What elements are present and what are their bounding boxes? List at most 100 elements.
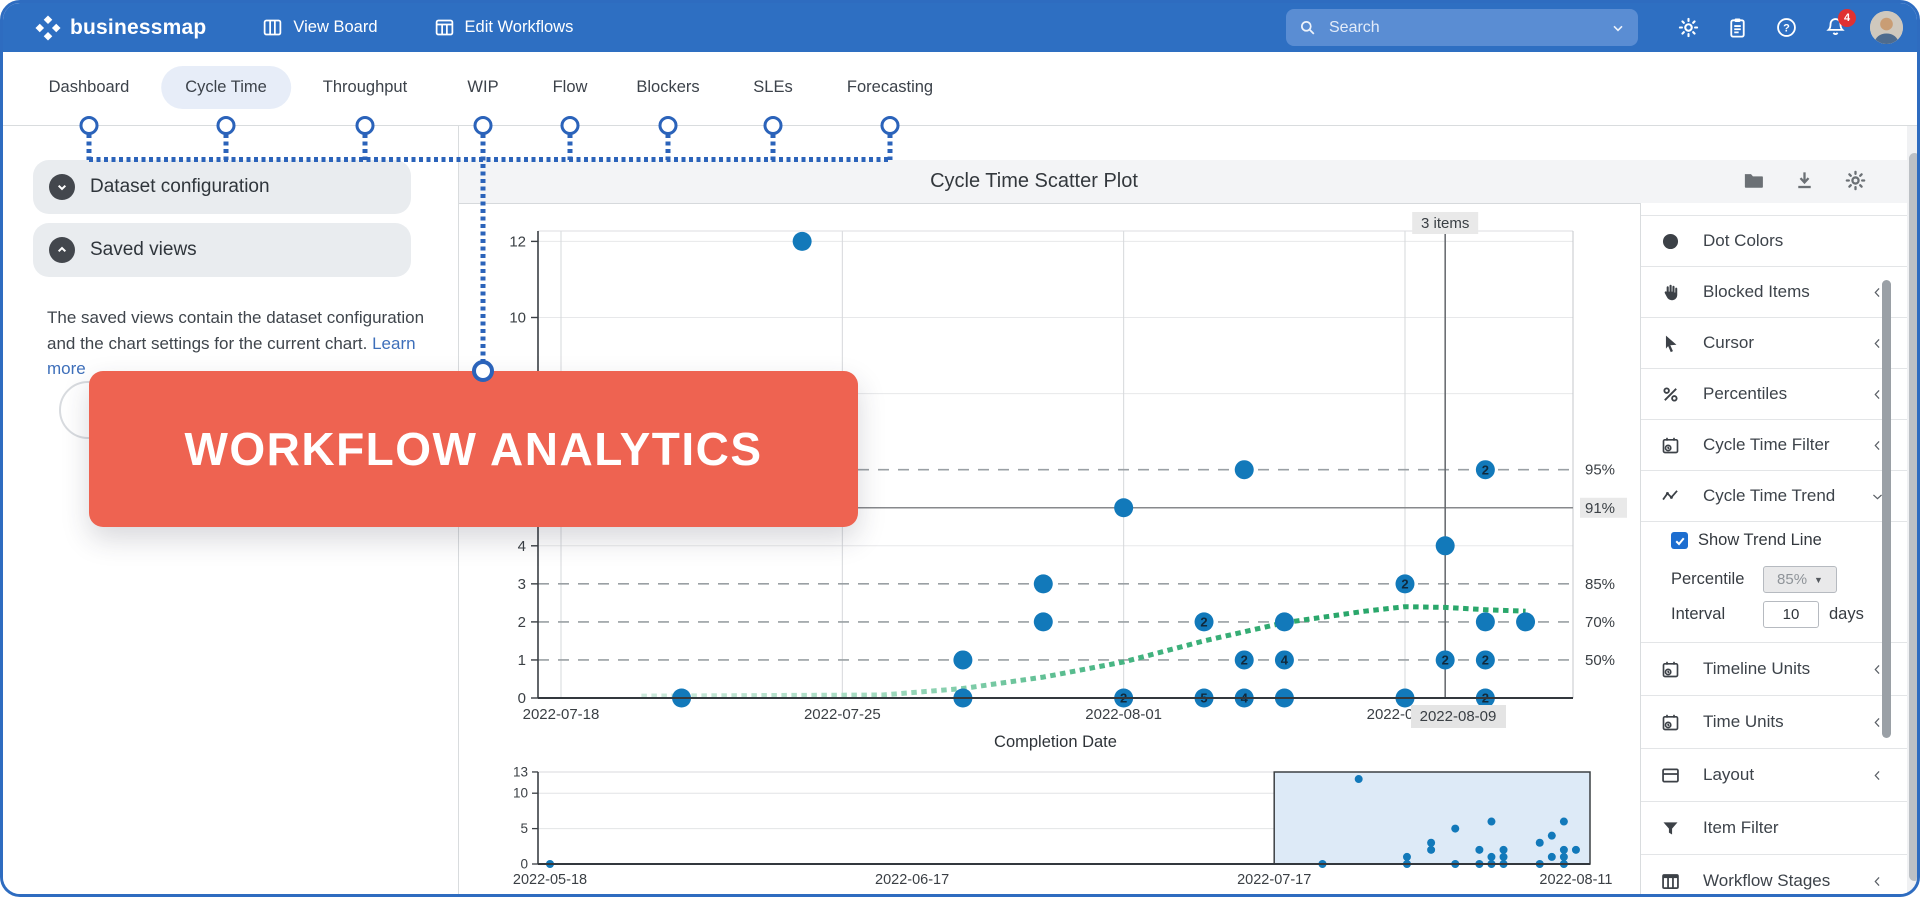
svg-text:2: 2 [1401, 576, 1408, 591]
chevron-left-icon [1870, 715, 1885, 730]
chart-settings-gear-icon[interactable] [1844, 169, 1867, 192]
dot-icon [1660, 231, 1681, 252]
chevron-down-icon [1870, 489, 1885, 504]
tab-cycle-time[interactable]: Cycle Time [161, 66, 291, 109]
interval-input[interactable] [1763, 601, 1819, 628]
tab-connector-circle [880, 116, 900, 135]
sidebar-scrollbar-thumb[interactable] [1882, 280, 1891, 738]
svg-text:13: 13 [513, 764, 528, 779]
percentile-select[interactable]: 85% ▼ [1763, 566, 1837, 593]
notifications-bell-icon[interactable]: 4 [1824, 9, 1856, 39]
saved-views-folder-icon[interactable] [1742, 169, 1765, 192]
banner-connector-line [480, 134, 486, 365]
svg-text:2: 2 [1482, 462, 1489, 477]
saved-views-description: The saved views contain the dataset conf… [47, 305, 425, 382]
page-scrollbar-thumb[interactable] [1909, 153, 1917, 881]
learn-more-link[interactable]: Learn more [47, 333, 416, 379]
svg-text:4: 4 [1281, 653, 1289, 668]
svg-text:50%: 50% [1585, 652, 1615, 669]
dataset-configuration-toggle[interactable]: Dataset configuration [33, 160, 411, 214]
tab-sles[interactable]: SLEs [753, 78, 793, 96]
setting-label: Blocked Items [1703, 282, 1810, 301]
tab-flow[interactable]: Flow [552, 78, 588, 96]
tab-forecasting[interactable]: Forecasting [846, 78, 934, 96]
banner-connector-circle [472, 360, 494, 382]
brand[interactable]: businessmap [35, 14, 207, 41]
svg-text:2022-07-17: 2022-07-17 [1237, 872, 1311, 888]
banner-text: WORKFLOW ANALYTICS [184, 423, 763, 475]
checkbox-checked-icon[interactable] [1671, 532, 1688, 549]
setting-dot-colors[interactable]: Dot Colors [1641, 216, 1907, 267]
setting-cycle-time-filter[interactable]: Cycle Time Filter [1641, 420, 1907, 471]
setting-timeline-units[interactable]: Timeline Units [1641, 643, 1907, 696]
chevron-left-icon [1870, 336, 1885, 351]
chart-settings-sidebar: Dot Colors Blocked Items Cursor Percenti… [1640, 203, 1907, 894]
svg-text:85%: 85% [1585, 576, 1615, 593]
nav-view-board-label: View Board [293, 18, 378, 36]
tab-throughput[interactable]: Throughput [322, 78, 408, 96]
setting-item-filter[interactable]: Item Filter [1641, 802, 1907, 855]
download-icon[interactable] [1793, 169, 1816, 192]
svg-text:91%: 91% [1585, 500, 1615, 517]
setting-workflow-stages[interactable]: Workflow Stages [1641, 855, 1907, 894]
funnel-icon [1660, 818, 1681, 839]
setting-label: Percentiles [1703, 384, 1788, 403]
svg-text:2: 2 [1482, 653, 1489, 668]
select-caret-icon: ▼ [1814, 574, 1823, 585]
brand-name: businessmap [70, 15, 207, 39]
svg-text:2022-08-01: 2022-08-01 [1085, 706, 1162, 723]
chart-title: Cycle Time Scatter Plot [930, 170, 1138, 192]
show-trend-line-option[interactable]: Show Trend Line [1671, 531, 1822, 550]
svg-text:3: 3 [518, 576, 526, 593]
user-avatar[interactable] [1870, 11, 1903, 44]
tab-dashboard[interactable]: Dashboard [48, 78, 130, 96]
percentile-value: 85% [1777, 571, 1808, 588]
description-text: The saved views contain the dataset conf… [47, 308, 425, 353]
setting-label: Cycle Time Trend [1703, 486, 1836, 505]
chart-header: Cycle Time Scatter Plot [459, 160, 1907, 204]
help-icon[interactable]: ? [1775, 16, 1798, 39]
svg-text:Completion Date: Completion Date [994, 733, 1117, 751]
setting-label: Workflow Stages [1703, 871, 1831, 890]
setting-time-units[interactable]: Time Units [1641, 696, 1907, 749]
setting-label: Dot Colors [1703, 231, 1784, 250]
tab-connector-circle [658, 116, 678, 135]
svg-text:0: 0 [520, 857, 528, 872]
svg-text:2022-07-25: 2022-07-25 [804, 706, 881, 723]
setting-label: Cursor [1703, 333, 1755, 352]
chevron-left-icon [1870, 438, 1885, 453]
tabbar-divider [3, 125, 1917, 126]
tab-blockers[interactable]: Blockers [636, 78, 700, 96]
workflow-analytics-banner: WORKFLOW ANALYTICS [89, 371, 858, 527]
saved-views-toggle[interactable]: Saved views [33, 223, 411, 277]
tab-connector-circle [216, 116, 236, 135]
cycle-time-scatter-canvas[interactable]: 95%91%85%70%50%3 items252424222221210432… [458, 203, 1640, 897]
setting-blocked-items[interactable]: Blocked Items [1641, 267, 1907, 318]
setting-cursor[interactable]: Cursor [1641, 318, 1907, 369]
search-scope-chevron-icon[interactable] [1610, 20, 1626, 36]
setting-cycle-time-trend[interactable]: Cycle Time Trend [1641, 471, 1907, 522]
svg-text:2022-08-11: 2022-08-11 [1539, 872, 1612, 888]
svg-text:2: 2 [1442, 653, 1449, 668]
annotation-rail [89, 157, 891, 162]
dataset-configuration-label: Dataset configuration [90, 176, 270, 197]
percent-icon [1660, 384, 1681, 405]
hand-icon [1660, 282, 1681, 303]
svg-text:12: 12 [509, 233, 526, 250]
tab-connector-circle [79, 116, 99, 135]
search-input[interactable] [1327, 17, 1610, 38]
setting-label: Item Filter [1703, 818, 1779, 837]
svg-text:5: 5 [520, 821, 528, 836]
setting-layout[interactable]: Layout [1641, 749, 1907, 802]
svg-text:2022-06-17: 2022-06-17 [875, 872, 949, 888]
tab-connector-line [770, 134, 776, 160]
tab-wip[interactable]: WIP [467, 78, 499, 96]
search-box[interactable] [1286, 9, 1638, 46]
nav-view-board[interactable]: View Board [262, 17, 378, 38]
settings-gear-icon[interactable] [1677, 16, 1700, 39]
clipboard-icon[interactable] [1726, 16, 1749, 39]
setting-percentiles[interactable]: Percentiles [1641, 369, 1907, 420]
nav-edit-workflows[interactable]: Edit Workflows [434, 17, 573, 38]
layout-rows-icon [1660, 765, 1681, 786]
